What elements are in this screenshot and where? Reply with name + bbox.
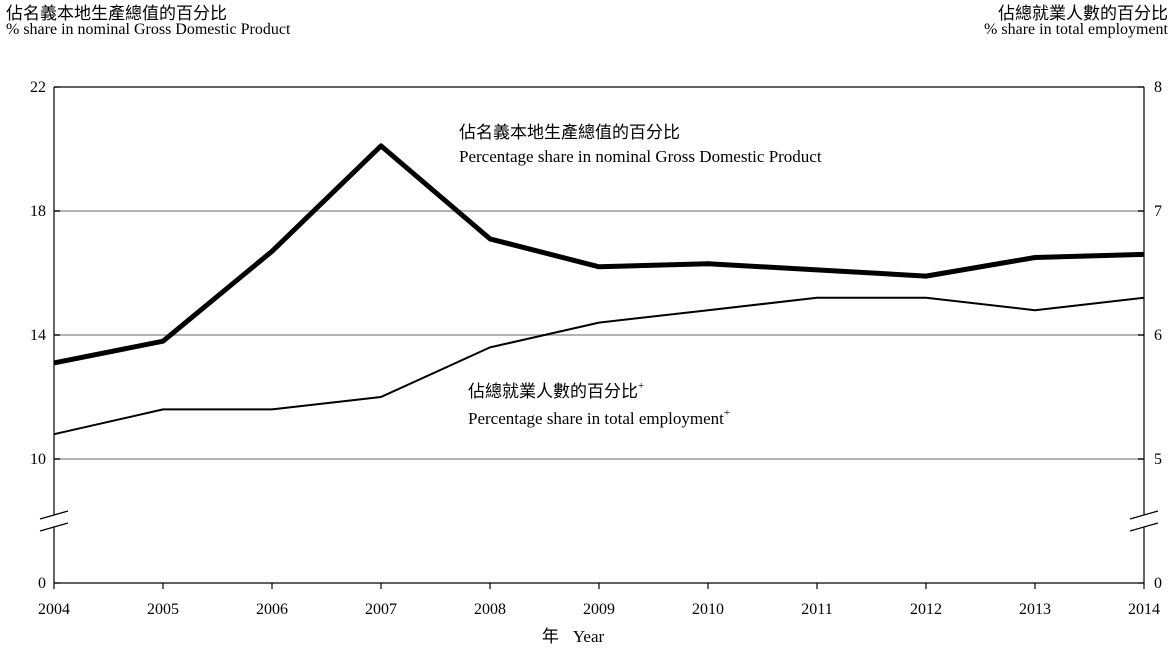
tick-labels: 0 10 14 18 22 0 5 6 7 8 2004 2005 2006 2007 2008 2009 20… bbox=[30, 79, 1162, 618]
x-tick-label-2010: 2010 bbox=[692, 601, 724, 618]
series-annotations: 佔名義本地生產總值的百分比 Percentage share in nomina… bbox=[459, 123, 822, 428]
gdp-series-label-en: Percentage share in nominal Gross Domest… bbox=[459, 147, 822, 166]
left-tick-label: 14 bbox=[30, 327, 46, 344]
employment-share-line bbox=[53, 296, 1145, 436]
x-tick-label-2008: 2008 bbox=[474, 601, 506, 618]
employment-series-label-zh: 佔總就業人數的百分比+ bbox=[468, 380, 644, 401]
x-tick-label-2009: 2009 bbox=[583, 601, 615, 618]
right-axis-break-mark bbox=[1129, 510, 1159, 520]
gdp-share-line bbox=[53, 143, 1145, 366]
employment-label-zh-sup: + bbox=[638, 380, 644, 392]
left-tick-label: 22 bbox=[30, 79, 46, 96]
right-axis-break-mark bbox=[1129, 522, 1159, 532]
gridlines bbox=[54, 210, 1144, 460]
x-axis-title-zh: 年 bbox=[542, 627, 559, 646]
right-axis-title-zh: 佔總就業人數的百分比 bbox=[998, 4, 1168, 23]
x-tick-label-2006: 2006 bbox=[256, 601, 288, 618]
right-axis-title-en: % share in total employment bbox=[984, 21, 1168, 38]
x-axis-title: 年 Year bbox=[542, 627, 605, 646]
left-tick-label: 0 bbox=[38, 575, 46, 592]
left-tick-label: 10 bbox=[30, 451, 46, 468]
right-tick-label: 7 bbox=[1154, 203, 1162, 220]
right-tick-label: 5 bbox=[1154, 451, 1162, 468]
left-axis-break-mark bbox=[39, 510, 69, 520]
employment-label-en-sup: + bbox=[724, 407, 730, 419]
left-axis-title-zh: 佔名義本地生產總值的百分比 bbox=[6, 4, 227, 23]
gdp-series-label-zh: 佔名義本地生產總值的百分比 bbox=[459, 123, 680, 142]
x-tick-label-2011: 2011 bbox=[801, 601, 832, 618]
employment-label-zh-text: 佔總就業人數的百分比 bbox=[468, 382, 638, 401]
x-tick-label-2004: 2004 bbox=[38, 601, 70, 618]
left-axis-break-mark bbox=[39, 522, 69, 532]
x-tick-label-2012: 2012 bbox=[910, 601, 942, 618]
right-tick-label: 8 bbox=[1154, 79, 1162, 96]
left-tick-label: 18 bbox=[30, 203, 46, 220]
left-axis-title-en: % share in nominal Gross Domestic Produc… bbox=[6, 21, 291, 38]
x-axis-title-en: Year bbox=[573, 627, 605, 646]
right-tick-label: 6 bbox=[1154, 327, 1162, 344]
right-tick-label: 0 bbox=[1154, 575, 1162, 592]
x-tick-label-2014: 2014 bbox=[1128, 601, 1160, 618]
x-tick-label-2005: 2005 bbox=[147, 601, 179, 618]
x-tick-label-2013: 2013 bbox=[1019, 601, 1051, 618]
series-lines bbox=[53, 143, 1145, 436]
x-tick-label-2007: 2007 bbox=[365, 601, 397, 618]
axes bbox=[39, 86, 1159, 589]
employment-series-label-en: Percentage share in total employment+ bbox=[468, 407, 730, 428]
employment-label-en-text: Percentage share in total employment bbox=[468, 409, 724, 428]
